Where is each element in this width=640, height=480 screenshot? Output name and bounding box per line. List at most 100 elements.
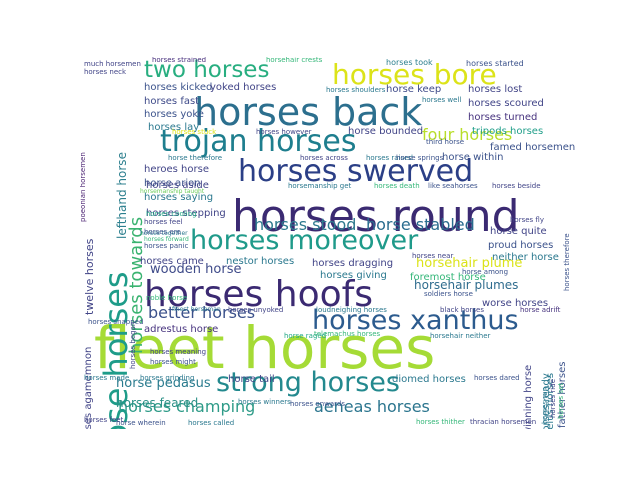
word-horses-bore: horses bore [332, 58, 497, 91]
word-horses-ere: horses ere [144, 228, 181, 236]
word-thracian-horsemen: thracian horsemen [470, 418, 537, 426]
word-horses-stood: horses stood [254, 215, 357, 234]
word-horses-began: horses began [129, 322, 137, 370]
word-neither-horse: neither horse [492, 252, 559, 263]
word-horses-feared: horses feared [116, 396, 199, 410]
word-horses-therefore: horses therefore [563, 233, 571, 291]
word-horses-onwards: horses onwards [290, 400, 346, 408]
word-horse-quite: horse quite [490, 226, 547, 237]
word-horse-therefore: horse therefore [168, 154, 223, 162]
word-horses-winners: horses winners [238, 398, 291, 406]
word-horses-neck: horses neck [84, 68, 127, 76]
word-horses-dared: horses dared [474, 374, 520, 382]
word-horses-fast: horses fast [144, 96, 200, 107]
word-horses-run: horses run [541, 387, 549, 425]
word-horses-forward: horses forward [144, 236, 189, 243]
word-horses-however: horses however [256, 128, 312, 136]
word-noble-horse: noble horse [146, 294, 188, 302]
word-horses-stuck: horses stuck [172, 128, 217, 136]
word-four-horses: four horses [422, 125, 513, 144]
word-horses-shoulders: horses shoulders [326, 86, 386, 94]
word-horse-pedasus: horse pedasus [116, 376, 211, 391]
word-heroes-horse: heroes horse [144, 164, 209, 175]
word-horses-fly: horses fly [510, 216, 544, 224]
word-fleet-horses: fleet horses [94, 314, 436, 382]
word-horsehair-crests: horsehair crests [266, 57, 323, 64]
word-horse-arion: horse arion [144, 178, 201, 189]
word-horses-moreover: horses moreover [190, 225, 419, 256]
word-like-seahorses: like seahorses [428, 182, 478, 190]
word-twelve-horses: twelve horses [83, 239, 96, 316]
word-horses-snapped: horses snapped [88, 318, 144, 326]
word-horses-beside: horses beside [492, 182, 541, 190]
word-horse-among: horse among [462, 268, 509, 276]
word-aeneas-horses: aeneas horses [314, 397, 430, 416]
word-horses-made: horses made [84, 374, 130, 382]
word-better-horses: better horses [148, 303, 256, 322]
word-horses-meaning: horses meaning [150, 348, 207, 356]
word-proud-horses: proud horses [488, 240, 554, 251]
word-horses-aside: horses aside [146, 180, 209, 191]
word-horsehair-plume: horsehair plume [416, 256, 523, 271]
word-horses-unyoked: horses unyoked [228, 306, 284, 314]
word-nestor-horses: nestor horses [226, 256, 295, 267]
word-horses-called: horses called [188, 419, 235, 427]
word-horses-thither: horses thither [416, 418, 465, 426]
word-much-horsemen: much horsemen [84, 60, 141, 68]
word-horsehair-neither: horsehair neither [430, 332, 491, 340]
word-horse-keep: horse keep [386, 84, 442, 95]
word-horses-grinding: horses grinding [140, 374, 195, 382]
word-horses-yoke: horses yoke [144, 109, 204, 120]
word-horse-springs: horse springs [396, 154, 444, 162]
word-poeonian-horsemen: poeonian horsemen [80, 152, 87, 222]
word-horse-raged: horse raged [284, 332, 327, 340]
word-yoked-horses: yoked horses [210, 82, 277, 93]
word-horses-well: horses well [422, 96, 462, 104]
word-adrestus-horse: adrestus horse [144, 324, 219, 335]
word-horsemanship-get: horsemanship get [288, 182, 352, 190]
word-horse-adrift: horse adrift [520, 306, 561, 314]
word-horses-set: horses set [557, 383, 565, 420]
word-horse-tail: horse tail [228, 374, 275, 385]
word-black-horses: black horses [440, 306, 485, 314]
word-telemachus-horses: telemachus horses [314, 330, 381, 338]
word-horsemanship-taught: horsemanship taught [140, 188, 205, 195]
word-horsehair-plumes: horsehair plumes [414, 278, 519, 292]
word-horses-back: horses back [194, 90, 423, 134]
word-horses-xanthus: horses xanthus [312, 305, 519, 336]
word-horses-panic: horses panic [144, 242, 189, 250]
word-cloud-canvas: fleet horses horses round horses back horse… [80, 57, 576, 429]
word-horses-giving: horses giving [320, 270, 387, 281]
word-horses-might: horses might [150, 358, 196, 366]
word-trojan-horses: trojan horses [160, 124, 357, 159]
word-horses-saying: horses saying [144, 192, 214, 203]
word-horses-ride: horses ride [549, 379, 557, 418]
word-two-horses: two horses [144, 57, 270, 83]
word-horses-feel: horses feel [144, 218, 183, 226]
word-horses-turned: horses turned [468, 112, 538, 123]
word-soldiers-horse: soldiers horse [424, 290, 473, 298]
word-loudneighing-horses: loudneighing horses [316, 306, 387, 314]
word-third-horse: third horse [426, 138, 465, 146]
word-horses-round: horses round [232, 191, 520, 242]
word-horses-near: horses near [412, 252, 454, 260]
word-horses-kicked: horses kicked [144, 82, 213, 93]
word-worse-horses: worse horses [482, 298, 549, 309]
word-horses-swerved: horses swerved [238, 154, 474, 189]
word-horses-lay: horses lay [148, 122, 200, 133]
word-lefthand-horse: lefthand horse [115, 152, 129, 239]
word-horses-feet: horses feet [84, 416, 124, 424]
word-horses-strained: horses strained [152, 57, 207, 64]
word-strong-horses: strong horses [216, 367, 400, 398]
word-horses-raised: horses raised [366, 154, 413, 162]
word-horses-hoofs: horses hoofs [144, 274, 374, 315]
word-tripods-horses: tripods horses [472, 126, 544, 137]
word-horses-cooling: horses cooling [146, 210, 197, 218]
word-horse-stabled: horse stabled [366, 215, 475, 234]
word-finest-horseman: finest horseman [172, 306, 221, 313]
word-wooden-horse: wooden horse [150, 262, 242, 277]
word-horses-started: horses started [466, 59, 524, 68]
word-horses-scoured: horses scoured [468, 98, 544, 109]
word-foremost-horse: foremost horse [410, 272, 486, 283]
word-famed-horsemen: famed horsemen [490, 142, 576, 153]
